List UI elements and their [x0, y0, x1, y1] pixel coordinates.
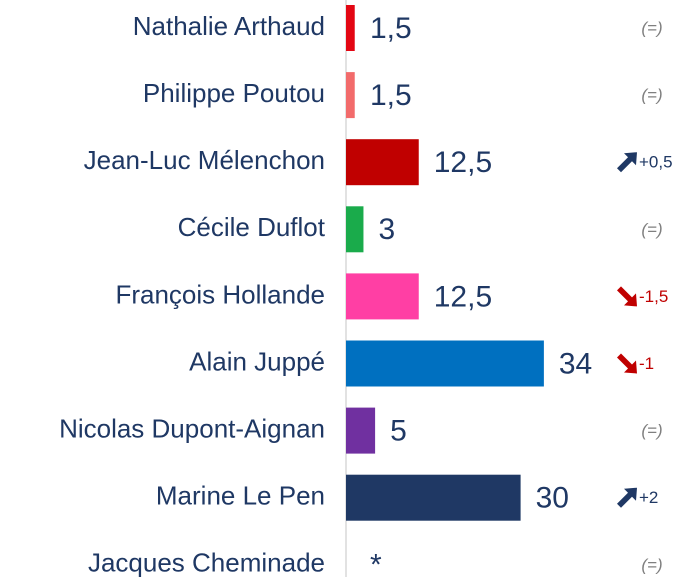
value-label: 3: [378, 213, 395, 246]
category-label: Nicolas Dupont-Aignan: [59, 413, 325, 443]
category-label: Philippe Poutou: [143, 78, 325, 108]
bar: [346, 407, 376, 454]
change-label: (=): [641, 86, 662, 105]
category-label: Jean-Luc Mélenchon: [84, 145, 325, 175]
bar: [346, 5, 355, 51]
bar: [346, 474, 521, 521]
category-label: Alain Juppé: [189, 346, 325, 376]
arrow-down: [617, 353, 637, 374]
value-label: 34: [559, 347, 592, 380]
value-label: 30: [536, 482, 569, 515]
change-label: -1: [639, 354, 654, 373]
value-label: 12,5: [434, 280, 492, 313]
arrow-down: [617, 286, 637, 307]
bar: [346, 139, 419, 186]
change-label: -1,5: [639, 287, 668, 306]
change-label: (=): [641, 220, 662, 239]
bar: [346, 72, 355, 119]
bar: [346, 206, 364, 253]
value-label: 12,5: [434, 146, 492, 179]
category-label: Nathalie Arthaud: [133, 11, 325, 41]
change-label: (=): [641, 18, 662, 37]
bar: [346, 273, 419, 320]
value-label: 5: [390, 415, 407, 448]
value-label: 1,5: [370, 79, 412, 112]
change-label: (=): [641, 421, 662, 440]
category-label: François Hollande: [115, 279, 325, 309]
change-label: (=): [641, 555, 662, 574]
change-label: +0,5: [639, 153, 673, 172]
arrow-up: [617, 487, 637, 508]
bar: [346, 340, 544, 387]
change-label: +2: [639, 488, 658, 507]
category-label: Jacques Cheminade: [88, 548, 325, 577]
arrow-up: [617, 152, 637, 173]
category-label: Marine Le Pen: [156, 481, 325, 511]
value-label: 1,5: [370, 12, 412, 45]
value-label: *: [370, 549, 382, 577]
category-label: Cécile Duflot: [178, 212, 326, 242]
